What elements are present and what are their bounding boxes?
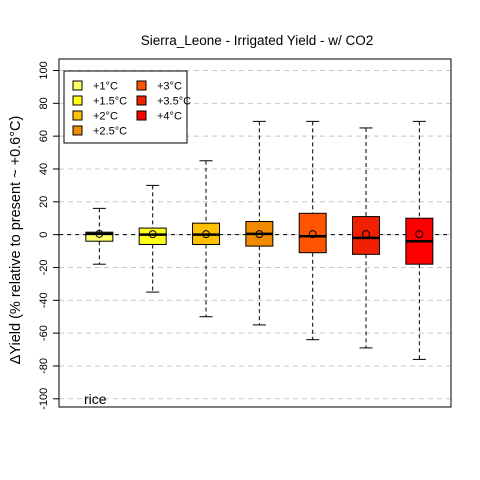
y-tick-label: 100 bbox=[38, 61, 50, 79]
legend-label: +1°C bbox=[93, 81, 118, 93]
legend: +1°C +1.5°C +2°C +2.5°C +3°C +3.5°C +4°C bbox=[63, 70, 191, 144]
legend-box bbox=[63, 70, 188, 144]
legend-label: +2°C bbox=[93, 111, 118, 123]
legend-swatch bbox=[72, 95, 83, 106]
legend-item: +1.5°C bbox=[72, 95, 127, 108]
legend-label: +3.5°C bbox=[157, 96, 191, 108]
legend-label: +3°C bbox=[157, 81, 182, 93]
legend-item: +3°C bbox=[136, 80, 182, 93]
y-tick-label: -100 bbox=[38, 388, 50, 410]
box-1 bbox=[85, 207, 114, 265]
box-7 bbox=[405, 120, 434, 360]
box-series bbox=[85, 120, 434, 360]
legend-item: +4°C bbox=[136, 110, 182, 123]
box-body bbox=[298, 212, 327, 254]
box-body bbox=[85, 231, 114, 242]
legend-swatch bbox=[136, 95, 147, 106]
legend-label: +1.5°C bbox=[93, 96, 127, 108]
mean-marker bbox=[308, 230, 317, 239]
y-axis: -100 -80 -60 -40 -20 0 20 40 60 80 100 bbox=[38, 61, 60, 410]
legend-swatch bbox=[72, 125, 83, 136]
mean-marker bbox=[202, 230, 211, 239]
box-body bbox=[138, 227, 167, 245]
y-tick-label: -80 bbox=[38, 358, 50, 374]
y-tick-label: 40 bbox=[38, 163, 50, 175]
legend-label: +2.5°C bbox=[93, 126, 127, 138]
y-tick-label: -20 bbox=[38, 260, 50, 276]
mean-marker bbox=[148, 230, 157, 239]
box-body bbox=[352, 216, 381, 255]
crop-label: rice bbox=[84, 391, 107, 407]
legend-item: +2°C bbox=[72, 110, 118, 123]
legend-item: +2.5°C bbox=[72, 125, 127, 138]
legend-item: +3.5°C bbox=[136, 95, 191, 108]
box-3 bbox=[192, 160, 221, 318]
mean-marker bbox=[95, 229, 104, 238]
chart-title: Sierra_Leone - Irrigated Yield - w/ CO2 bbox=[141, 33, 374, 48]
y-axis-label: ΔYield (% relative to present ~ +0.6°C) bbox=[8, 116, 24, 365]
box-5 bbox=[298, 120, 327, 341]
box-2 bbox=[138, 184, 167, 293]
legend-swatch bbox=[136, 80, 147, 91]
y-tick-label: -60 bbox=[38, 325, 50, 341]
legend-swatch bbox=[136, 110, 147, 121]
legend-swatch bbox=[72, 80, 83, 91]
legend-item: +1°C bbox=[72, 80, 118, 93]
y-tick-label: 20 bbox=[38, 196, 50, 208]
y-tick-label: 0 bbox=[38, 232, 50, 238]
legend-label: +4°C bbox=[157, 111, 182, 123]
legend-swatch bbox=[72, 110, 83, 121]
mean-marker bbox=[415, 230, 424, 239]
y-tick-label: 60 bbox=[38, 130, 50, 142]
box-6 bbox=[352, 127, 381, 349]
box-4 bbox=[245, 120, 274, 326]
mean-marker bbox=[362, 230, 371, 239]
y-tick-label: -40 bbox=[38, 292, 50, 308]
y-tick-label: 80 bbox=[38, 97, 50, 109]
mean-marker bbox=[255, 230, 264, 239]
